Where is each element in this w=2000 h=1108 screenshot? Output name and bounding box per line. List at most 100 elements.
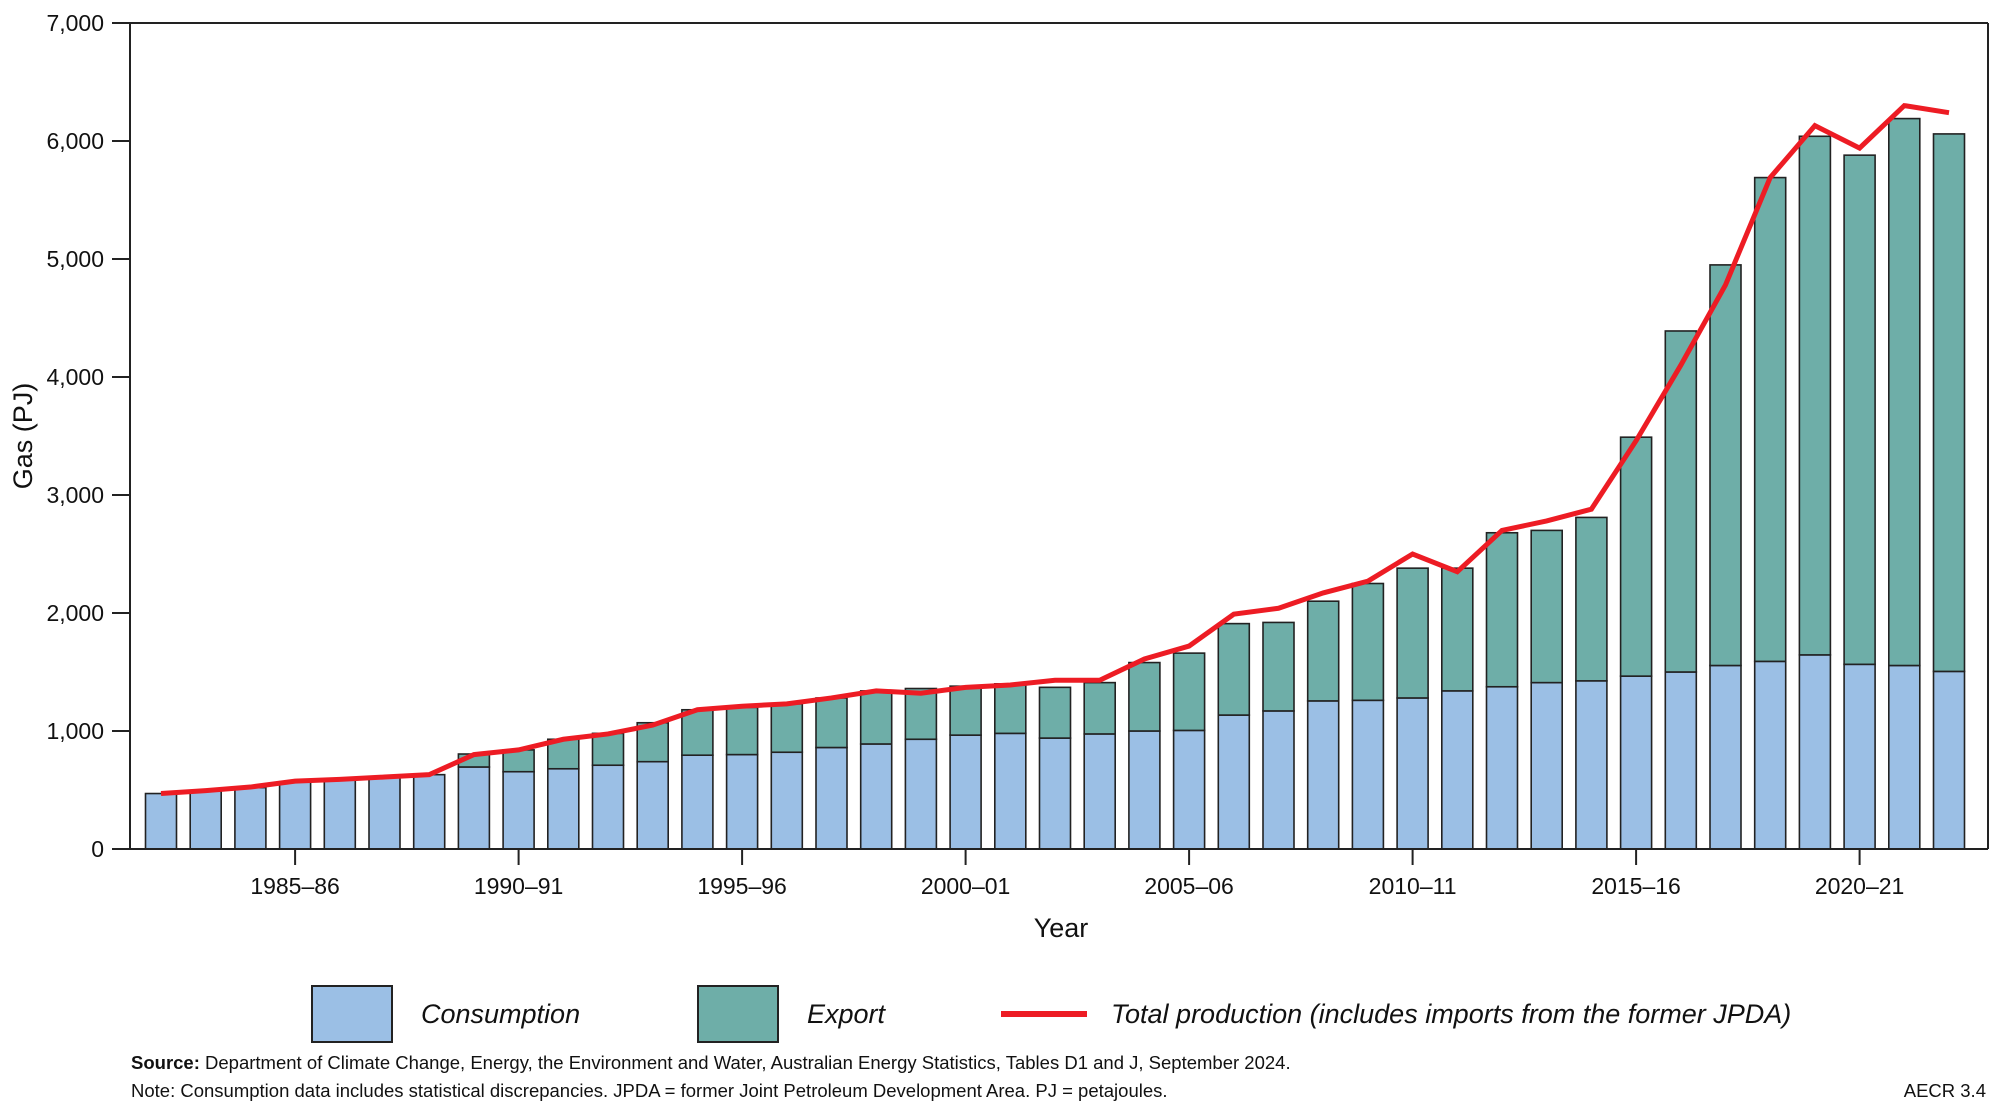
legend-consumption-label: Consumption (421, 998, 581, 1029)
consumption-bar (1306, 700, 1340, 850)
legend-export-label: Export (807, 998, 886, 1029)
x-tick-label: 1995–96 (697, 873, 787, 899)
consumption-bar (591, 764, 625, 850)
export-bar (949, 685, 982, 736)
consumption-bar (1396, 697, 1429, 850)
export-bar (770, 703, 804, 754)
consumption-bar (189, 790, 222, 850)
consumption-bar (949, 734, 982, 850)
consumption-bar (323, 779, 357, 850)
export-bar (1843, 154, 1876, 666)
consumption-bar (1530, 681, 1563, 850)
export-bar (859, 690, 893, 745)
consumption-bar (412, 773, 446, 850)
export-bar (1888, 117, 1921, 667)
export-bar (1485, 531, 1519, 688)
consumption-bar (859, 743, 893, 850)
export-bar (1217, 622, 1251, 716)
export-bar (1530, 529, 1563, 684)
x-axis-label: Year (1034, 913, 1089, 943)
consumption-bar (1172, 729, 1206, 850)
legend-consumption: Consumption (311, 983, 580, 1045)
export-bar (1083, 681, 1116, 735)
x-tick-label: 2000–01 (921, 873, 1011, 899)
export-bar (1306, 600, 1340, 702)
export-bar (904, 687, 938, 741)
consumption-bar (1932, 670, 1966, 850)
consumption-bar (1217, 714, 1251, 850)
source-text: Department of Climate Change, Energy, th… (199, 1052, 1291, 1073)
y-axis-label: Gas (PJ) (8, 383, 38, 490)
x-tick-label: 2005–06 (1144, 873, 1234, 899)
export-swatch (697, 985, 779, 1043)
consumption-bar (770, 751, 804, 850)
export-bar (815, 697, 848, 749)
legend-export: Export (697, 983, 885, 1045)
total-production-line (160, 102, 1950, 797)
export-bar (1753, 176, 1787, 663)
source-line: Source: Department of Climate Change, En… (131, 1052, 1291, 1074)
consumption-bar (1262, 710, 1295, 850)
y-tick-label: 1,000 (46, 718, 104, 744)
consumption-bar (1843, 663, 1876, 850)
consumption-bar (1709, 664, 1742, 850)
consumption-bar (546, 767, 580, 850)
consumption-bar (815, 746, 848, 850)
consumption-bar (1441, 690, 1474, 850)
total-line-swatch (1001, 1011, 1087, 1017)
export-bar (993, 682, 1027, 735)
consumption-bar (636, 760, 670, 850)
y-tick-label: 4,000 (46, 364, 104, 390)
x-tick-label: 1985–86 (250, 873, 340, 899)
legend-total: Total production (includes imports from … (1001, 983, 1791, 1045)
consumption-bar (1575, 680, 1608, 850)
consumption-bar (1485, 685, 1519, 850)
consumption-bar (993, 732, 1027, 850)
export-bar (1664, 330, 1698, 673)
consumption-bar (1038, 737, 1072, 850)
export-bar (1709, 264, 1742, 667)
consumption-bar (681, 754, 714, 850)
export-bar (681, 708, 714, 756)
consumption-bar (234, 786, 267, 850)
consumption-bar (278, 780, 312, 850)
consumption-bar (502, 770, 535, 850)
export-bar (1441, 567, 1474, 692)
consumption-bar (1128, 730, 1161, 850)
consumption-bar (368, 776, 401, 850)
x-tick-label: 2015–16 (1591, 873, 1681, 899)
consumption-bar (457, 766, 491, 850)
y-tick-label: 5,000 (46, 246, 104, 272)
note-line: Note: Consumption data includes statisti… (131, 1080, 1168, 1101)
export-bar (725, 706, 759, 756)
x-tick-label: 1990–91 (474, 873, 564, 899)
consumption-bar (904, 738, 938, 850)
export-bar (1172, 652, 1206, 732)
x-tick-label: 2020–21 (1815, 873, 1905, 899)
consumption-bar (1351, 699, 1385, 850)
consumption-bar (725, 753, 759, 850)
consumption-bar (1083, 733, 1116, 850)
consumption-bar (1798, 654, 1832, 850)
x-tick-label: 2010–11 (1369, 873, 1457, 899)
export-bar (1619, 436, 1653, 677)
export-bar (1575, 516, 1608, 682)
y-tick-label: 3,000 (46, 482, 104, 508)
export-bar (1351, 582, 1385, 702)
consumption-bar (1664, 671, 1698, 850)
export-bar (1038, 686, 1072, 739)
export-bar (1262, 621, 1295, 712)
consumption-swatch (311, 985, 393, 1043)
source-label: Source: (131, 1052, 200, 1073)
y-tick-label: 6,000 (46, 128, 104, 154)
chart: 0 1,000 2,000 3,000 4,000 5,000 6,000 7,000 1985… (8, 10, 1989, 943)
export-bar (1932, 133, 1966, 673)
export-bar (591, 732, 625, 767)
figure-id: AECR 3.4 (1903, 1080, 1986, 1101)
y-tick-label: 0 (91, 836, 104, 862)
consumption-bar (1888, 664, 1921, 850)
export-bar (636, 721, 670, 763)
export-bar (1396, 567, 1429, 699)
y-tick-label: 2,000 (46, 600, 104, 626)
legend: Consumption Export Total production (inc… (0, 983, 2000, 1053)
